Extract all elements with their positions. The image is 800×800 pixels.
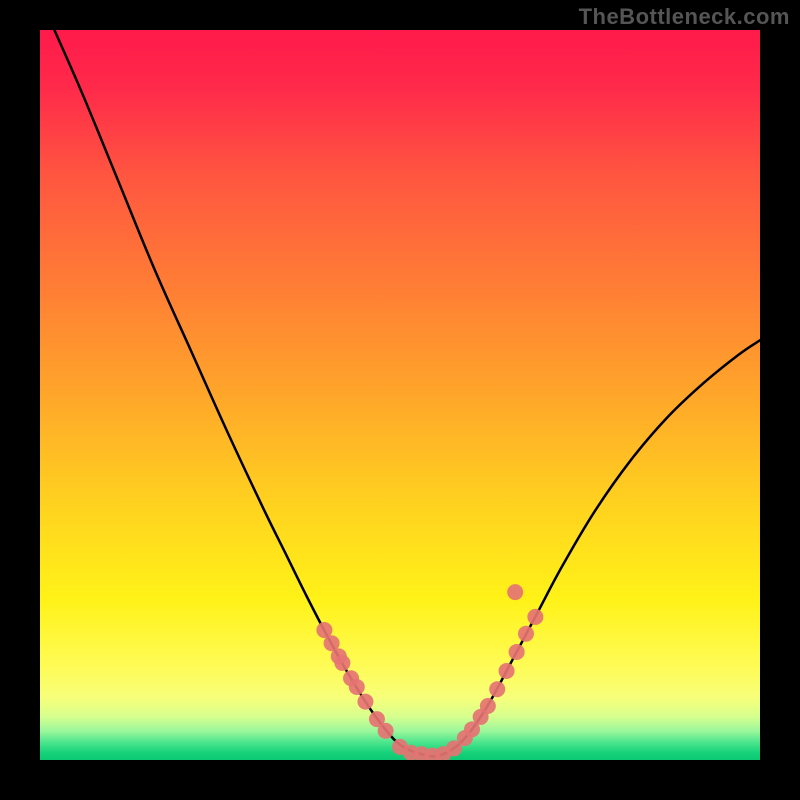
- gpu-marker: [489, 681, 505, 697]
- figure-outer: TheBottleneck.com: [0, 0, 800, 800]
- gpu-marker: [527, 609, 543, 625]
- gpu-marker: [499, 663, 515, 679]
- gpu-marker: [378, 723, 394, 739]
- gpu-marker: [518, 626, 534, 642]
- watermark-text: TheBottleneck.com: [579, 4, 790, 30]
- gradient-background: [40, 30, 760, 760]
- bottleneck-chart-svg: [40, 30, 760, 760]
- gpu-marker: [349, 679, 365, 695]
- gpu-marker: [480, 698, 496, 714]
- gpu-marker: [357, 694, 373, 710]
- plot-area: [40, 30, 760, 760]
- gpu-marker: [334, 655, 350, 671]
- gpu-marker: [507, 584, 523, 600]
- gpu-marker: [509, 644, 525, 660]
